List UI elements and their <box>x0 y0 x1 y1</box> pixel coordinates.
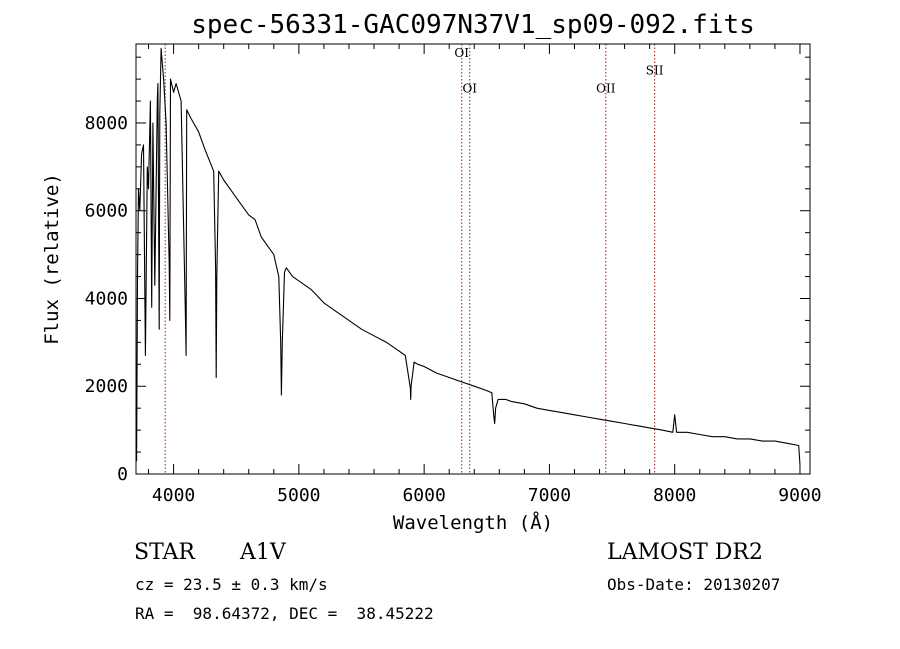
spectral-subclass-label: A1V <box>240 540 286 565</box>
marker-label-0: OI <box>454 46 469 60</box>
chart-title: spec-56331-GAC097N37V1_sp09-092.fits <box>191 10 755 40</box>
x-tick-label: 7000 <box>528 485 571 506</box>
x-tick-label: 9000 <box>778 485 821 506</box>
spectral-line-markers: OI OI OII SII <box>164 44 664 474</box>
marker-label-1: OI <box>462 81 477 95</box>
y-tick-label: 6000 <box>85 201 128 222</box>
x-tick-label: 8000 <box>653 485 696 506</box>
marker-label-2: OII <box>596 81 616 95</box>
x-tick-label: 4000 <box>152 485 195 506</box>
spectrum-line-0 <box>135 47 801 466</box>
y-tick-label: 2000 <box>85 376 128 397</box>
x-axis-label: Wavelength (Å) <box>393 511 553 534</box>
redshift-velocity-text: cz = 23.5 ± 0.3 km/s <box>135 575 328 594</box>
object-class-label: STAR <box>134 540 195 565</box>
observation-date-text: Obs-Date: 20130207 <box>607 575 781 594</box>
x-tick-label: 6000 <box>402 485 445 506</box>
spectrum-series <box>135 47 801 466</box>
y-tick-label: 4000 <box>85 288 128 309</box>
y-tick-label: 0 <box>117 464 128 485</box>
survey-label: LAMOST DR2 <box>607 540 763 565</box>
coordinates-text: RA = 98.64372, DEC = 38.45222 <box>135 604 434 623</box>
axes: 4000 5000 6000 7000 8000 9000 0 2000 4000 6000 800… <box>85 44 822 506</box>
y-axis-label: Flux (relative) <box>41 173 63 345</box>
x-tick-label: 5000 <box>277 485 320 506</box>
plot-frame <box>135 43 811 475</box>
y-tick-label: 8000 <box>85 113 128 134</box>
marker-label-3: SII <box>646 64 664 78</box>
